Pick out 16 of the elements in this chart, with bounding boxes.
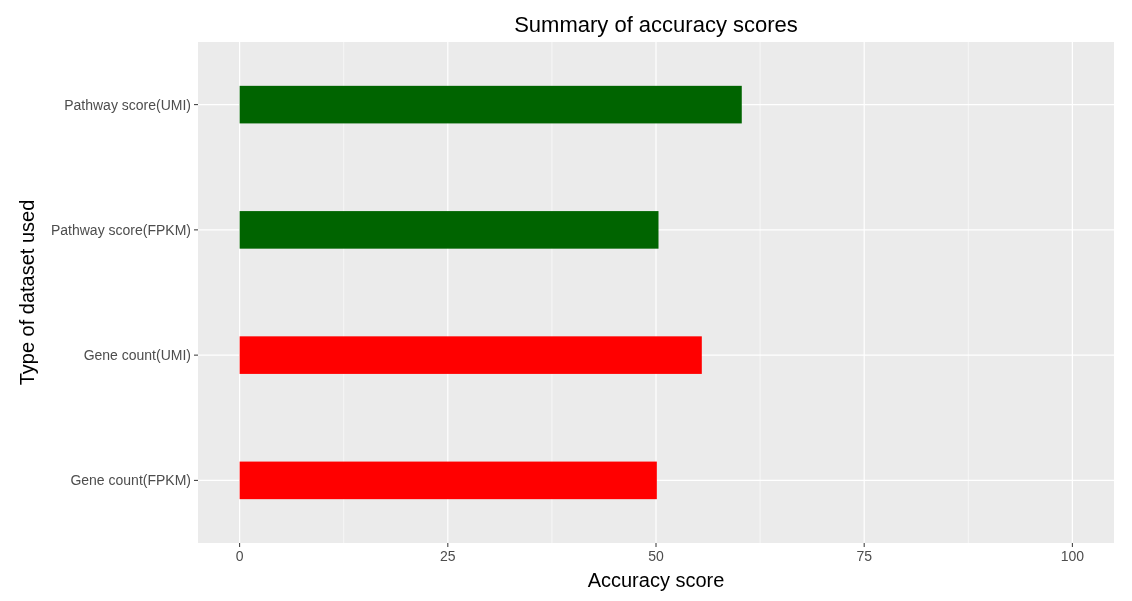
y-axis-title: Type of dataset used bbox=[16, 199, 38, 386]
bar bbox=[239, 336, 702, 374]
y-tick-label: Gene count(FPKM) bbox=[70, 472, 191, 489]
y-tick-label: Gene count(UMI) bbox=[83, 347, 191, 364]
y-tick-label: Pathway score(FPKM) bbox=[50, 221, 191, 238]
bar bbox=[239, 85, 742, 124]
x-axis-title: Accuracy score bbox=[587, 569, 725, 591]
bar bbox=[239, 211, 659, 249]
x-tick-label: 50 bbox=[648, 548, 664, 564]
x-tick-label: 100 bbox=[1060, 548, 1085, 564]
y-tick-label: Pathway score(UMI) bbox=[64, 96, 191, 113]
bar bbox=[239, 461, 657, 500]
x-tick-label: 25 bbox=[440, 548, 456, 564]
chart-title: Summary of accuracy scores bbox=[514, 12, 798, 37]
x-tick-label: 75 bbox=[856, 548, 873, 564]
x-tick-label: 0 bbox=[235, 548, 244, 564]
